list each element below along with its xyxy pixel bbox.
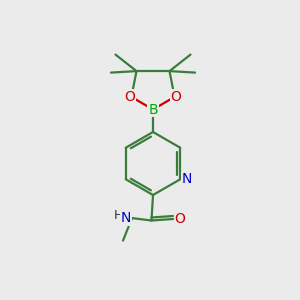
Text: O: O: [171, 90, 182, 104]
Text: O: O: [124, 90, 135, 104]
Text: B: B: [148, 103, 158, 116]
Text: N: N: [182, 172, 192, 186]
Text: H: H: [114, 209, 124, 222]
Text: N: N: [121, 211, 131, 225]
Text: O: O: [174, 212, 185, 226]
